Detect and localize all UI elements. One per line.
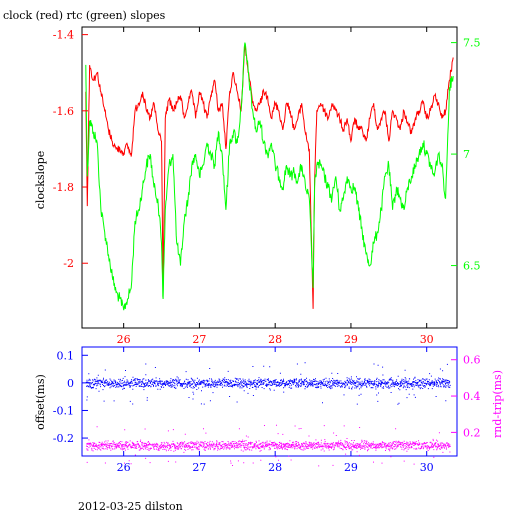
clock-line <box>85 45 454 309</box>
y-tick-label: -1.8 <box>53 181 74 194</box>
rnd-trip-series <box>86 424 451 467</box>
chart-title: clock (red) rtc (green) slopes <box>3 9 166 22</box>
y2-tick-label: 7 <box>463 148 470 161</box>
offset-panel: 26 27 28 29 30 0.1 0 -0.1 -0.2 0.6 0.4 0.2 offset(m… <box>34 346 504 474</box>
x-tick-label: 30 <box>420 333 434 346</box>
rtc-series <box>85 42 454 311</box>
x-tick-label: 29 <box>344 333 358 346</box>
y-tick-label: -1.4 <box>53 29 74 42</box>
x-tick-label: 27 <box>192 461 206 474</box>
clock-series <box>85 45 454 309</box>
rnd-trip-axis-label: rnd-trip(ms) <box>491 370 504 438</box>
offset-series <box>85 362 451 405</box>
y-tick-label: -1.6 <box>53 105 74 118</box>
y-tick-label: 0 <box>67 377 74 390</box>
rnd-trip-band <box>86 438 451 453</box>
offset-panel-frame <box>81 346 458 457</box>
y-tick-label: -0.1 <box>53 404 74 417</box>
y-axis-label: clockslope <box>34 151 47 209</box>
y2-tick-label: 0.6 <box>463 354 481 367</box>
slope-axes: 26 27 28 29 30 -1.4 -1.6 -1.8 -2 7.5 7 6.5 <box>53 27 481 346</box>
x-tick-label: 28 <box>268 333 282 346</box>
x-tick-label: 26 <box>117 461 131 474</box>
y2-tick-label: 0.2 <box>463 426 481 439</box>
y-tick-label: -2 <box>63 257 74 270</box>
rtc-line <box>85 42 454 311</box>
offset-axis-label: offset(ms) <box>34 374 47 430</box>
x-tick-label: 28 <box>268 461 282 474</box>
y2-tick-label: 7.5 <box>463 37 481 50</box>
offset-axes: 26 27 28 29 30 0.1 0 -0.1 -0.2 0.6 0.4 0.2 <box>53 347 481 474</box>
x-tick-label: 29 <box>344 461 358 474</box>
slope-panel: 26 27 28 29 30 -1.4 -1.6 -1.8 -2 7.5 7 6.5 clockslo… <box>34 26 481 346</box>
slope-panel-frame <box>81 26 458 329</box>
offset-band <box>85 375 451 391</box>
y2-tick-label: 0.4 <box>463 390 481 403</box>
y-tick-label: -0.2 <box>53 432 74 445</box>
x-tick-label: 27 <box>192 333 206 346</box>
x-tick-label: 26 <box>117 333 131 346</box>
x-tick-label: 30 <box>420 461 434 474</box>
footer-label: 2012-03-25 dilston <box>78 500 183 512</box>
y-tick-label: 0.1 <box>57 349 75 362</box>
y2-tick-label: 6.5 <box>463 260 481 273</box>
